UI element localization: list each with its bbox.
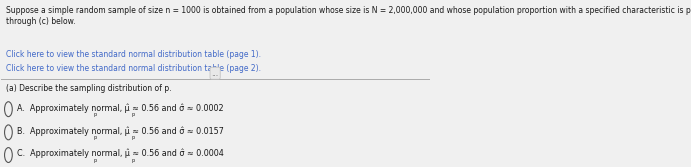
Text: Click here to view the standard normal distribution table (page 1).: Click here to view the standard normal d… [6,50,261,59]
Text: Click here to view the standard normal distribution table (page 2).: Click here to view the standard normal d… [6,64,261,73]
Text: C.  Approximately normal, μ̂ ≈ 0.56 and σ̂ ≈ 0.0004: C. Approximately normal, μ̂ ≈ 0.56 and σ… [17,149,224,158]
Text: B.  Approximately normal, μ̂ ≈ 0.56 and σ̂ ≈ 0.0157: B. Approximately normal, μ̂ ≈ 0.56 and σ… [17,126,224,136]
Text: p: p [132,112,135,117]
Text: p: p [93,135,97,140]
Text: (a) Describe the sampling distribution of p.: (a) Describe the sampling distribution o… [6,84,171,93]
Text: p: p [132,157,135,162]
Text: ...: ... [211,69,218,78]
Text: p: p [93,112,97,117]
Text: p: p [93,157,97,162]
Text: p: p [132,135,135,140]
Text: A.  Approximately normal, μ̂ ≈ 0.56 and σ̂ ≈ 0.0002: A. Approximately normal, μ̂ ≈ 0.56 and σ… [17,103,224,113]
Text: Suppose a simple random sample of size n = 1000 is obtained from a population wh: Suppose a simple random sample of size n… [6,6,691,26]
